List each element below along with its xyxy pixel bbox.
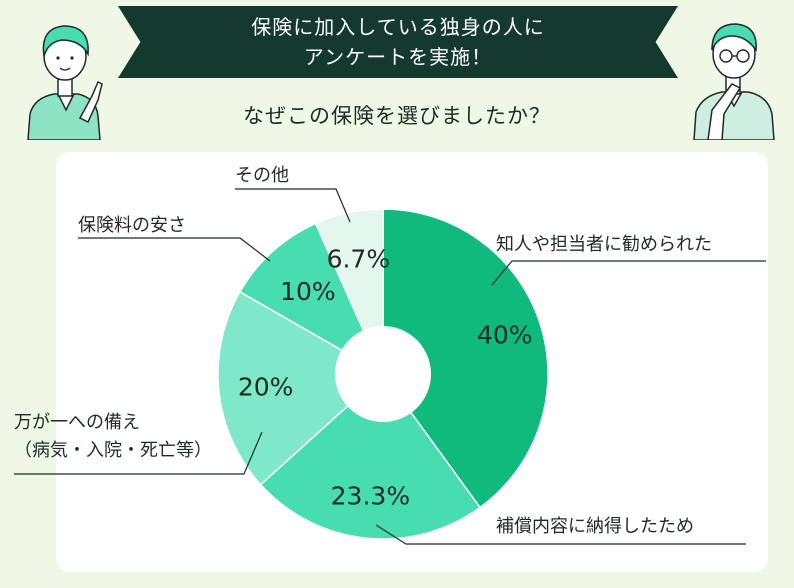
pie-slice <box>217 290 385 486</box>
banner-line-1: 保険に加入している独身の人に <box>251 15 545 39</box>
man-thinking-illustration <box>693 23 775 140</box>
pie-slice <box>238 222 385 376</box>
leader-line <box>491 260 766 286</box>
category-label: 万が一への備え <box>14 412 140 433</box>
pie-slice <box>259 372 482 540</box>
category-label: （病気・入院・死亡等） <box>14 440 212 461</box>
data-label: 40% <box>477 320 533 349</box>
data-label: 23.3% <box>331 481 410 510</box>
data-label: 20% <box>238 373 294 402</box>
pie-slice <box>382 208 549 509</box>
title-banner: 保険に加入している独身の人に アンケートを実施！ <box>118 6 678 78</box>
category-label: 保険料の安さ <box>78 215 186 236</box>
survey-question: なぜこの保険を選びましたか？ <box>243 104 551 128</box>
leader-line <box>375 524 746 545</box>
leader-line <box>235 188 351 223</box>
donut-hole <box>335 326 431 422</box>
data-label: 6.7% <box>327 245 391 274</box>
category-label: 補償内容に納得したため <box>496 516 694 537</box>
category-label: その他 <box>235 165 289 186</box>
data-label: 10% <box>280 277 336 306</box>
woman-pointing-illustration <box>27 25 103 140</box>
leader-line <box>78 237 271 262</box>
banner-line-2: アンケートを実施！ <box>303 45 493 69</box>
leader-line <box>14 431 263 475</box>
category-label: 知人や担当者に勧められた <box>496 234 712 255</box>
